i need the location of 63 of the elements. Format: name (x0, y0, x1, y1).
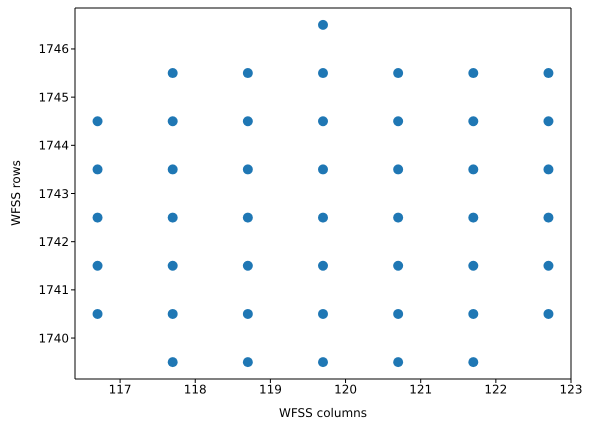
point (318, 164, 328, 174)
y-tick-label: 1745 (38, 90, 69, 104)
point (242, 308, 253, 319)
point (318, 357, 328, 368)
point (468, 260, 478, 271)
point (168, 68, 178, 78)
point (318, 116, 328, 126)
point (543, 308, 554, 319)
point (543, 116, 554, 126)
point (393, 212, 404, 223)
y-tick-label: 1740 (38, 331, 69, 346)
y-tick-label: 1743 (38, 186, 69, 201)
x-tick-label: 121 (409, 382, 432, 397)
point (468, 68, 478, 78)
point (543, 164, 554, 174)
point (168, 116, 178, 126)
point (468, 212, 478, 223)
point (468, 116, 478, 126)
point (468, 308, 478, 319)
x-tick-label: 120 (334, 382, 357, 397)
point (242, 357, 253, 368)
point (92, 308, 103, 319)
point (468, 357, 478, 368)
point (393, 357, 404, 368)
point (242, 164, 253, 174)
y-axis-title: WFSS rows (9, 160, 23, 226)
point (242, 260, 253, 271)
point (318, 260, 328, 271)
point (543, 260, 554, 271)
point (318, 68, 328, 78)
y-tick-label: 1742 (38, 234, 69, 249)
point (168, 164, 178, 174)
point (318, 20, 328, 30)
point (92, 260, 103, 271)
x-tick-label: 123 (560, 382, 582, 397)
point (468, 164, 478, 174)
point (543, 68, 554, 78)
y-tick-label: 1746 (38, 42, 69, 56)
point (92, 116, 103, 126)
point (92, 212, 103, 223)
x-tick-label: 117 (108, 382, 132, 397)
point (318, 212, 328, 223)
point (168, 308, 178, 319)
point (393, 308, 404, 319)
point (92, 164, 103, 174)
y-tick-label: 1744 (38, 138, 69, 153)
point (168, 212, 178, 223)
x-tick-label: 119 (258, 382, 282, 397)
point (393, 116, 404, 126)
point (318, 308, 328, 319)
point (393, 164, 404, 174)
y-tick-label: 1741 (38, 283, 69, 298)
point (242, 212, 253, 223)
point (168, 357, 178, 368)
x-tick-label: 122 (484, 382, 508, 397)
point (543, 212, 554, 223)
point (393, 68, 404, 78)
point (168, 260, 178, 271)
point (242, 116, 253, 126)
point (393, 260, 404, 271)
point (242, 68, 253, 78)
x-axis-title: WFSS columns (278, 406, 368, 420)
x-tick-label: 118 (184, 382, 207, 397)
